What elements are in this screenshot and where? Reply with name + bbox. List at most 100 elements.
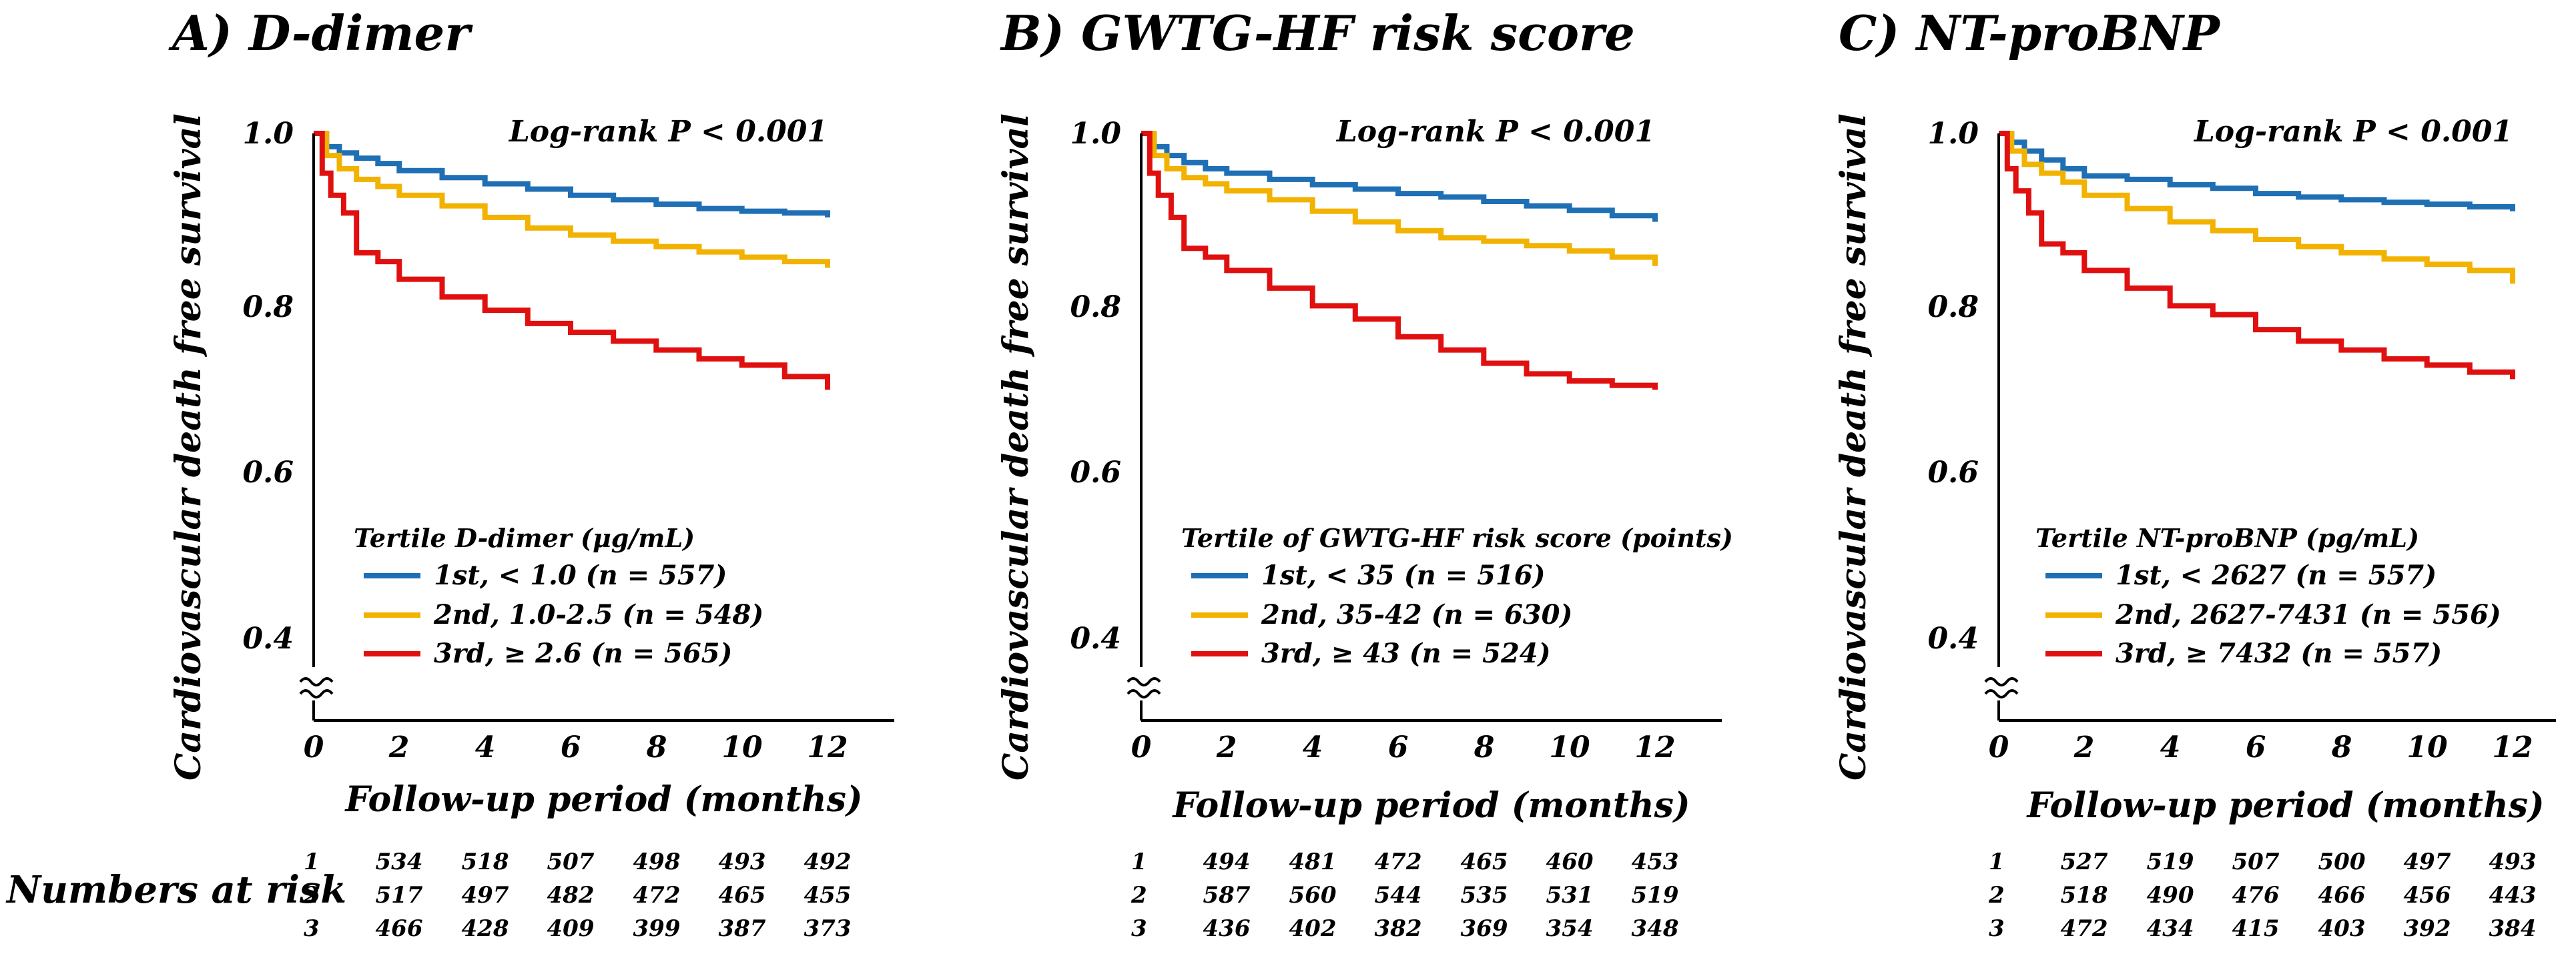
risk-count: 436 bbox=[1203, 915, 1251, 942]
risk-count: 466 bbox=[2318, 882, 2366, 909]
risk-count: 527 bbox=[2061, 849, 2108, 875]
risk-count: 519 bbox=[2147, 849, 2194, 875]
axes bbox=[1126, 133, 1722, 722]
y-tick-label: 1.0 bbox=[1927, 117, 1979, 151]
survival-curves bbox=[1999, 131, 2515, 380]
risk-count: 492 bbox=[804, 849, 852, 875]
risk-count: 472 bbox=[1375, 849, 1422, 875]
survival-curve bbox=[1999, 131, 2515, 380]
axis-break-icon bbox=[1984, 677, 2019, 698]
risk-row-label: 2 bbox=[1131, 882, 1147, 909]
log-rank-pvalue: Log-rank P < 0.001 bbox=[1335, 115, 1655, 149]
risk-count: 373 bbox=[804, 915, 852, 942]
risk-count: 387 bbox=[719, 915, 766, 942]
x-tick-label: 2 bbox=[1216, 731, 1237, 765]
x-tick-label: 8 bbox=[2331, 731, 2352, 765]
risk-count: 409 bbox=[547, 915, 595, 942]
risk-count: 382 bbox=[1375, 915, 1422, 942]
x-tick-label: 6 bbox=[561, 731, 581, 765]
survival-curve bbox=[1141, 131, 1658, 390]
y-tick-label: 0.4 bbox=[242, 622, 294, 656]
risk-count: 472 bbox=[2061, 915, 2108, 942]
log-rank-pvalue: Log-rank P < 0.001 bbox=[508, 115, 828, 149]
y-tick-label: 0.6 bbox=[242, 456, 294, 490]
risk-row-label: 2 bbox=[1988, 882, 2005, 909]
risk-count: 481 bbox=[1289, 849, 1337, 875]
y-axis-label: Cardiovascular death free survival bbox=[996, 113, 1036, 781]
axis-break-icon bbox=[1126, 677, 1161, 698]
x-tick-label: 4 bbox=[1303, 731, 1323, 765]
risk-row-label: 1 bbox=[304, 849, 320, 875]
x-tick-labels: 0 2 4 6 8 10 12 bbox=[1131, 731, 1676, 765]
risk-count: 500 bbox=[2318, 849, 2366, 875]
risk-count: 518 bbox=[2061, 882, 2108, 909]
risk-count: 560 bbox=[1289, 882, 1337, 909]
risk-count: 399 bbox=[633, 915, 681, 942]
risk-count: 354 bbox=[1546, 915, 1594, 942]
risk-count: 456 bbox=[2404, 882, 2451, 909]
legend-title: Tertile of GWTG-HF risk score (points) bbox=[1181, 523, 1733, 553]
panel-title: A) D-dimer bbox=[168, 5, 473, 61]
risk-count: 476 bbox=[2232, 882, 2280, 909]
risk-count: 465 bbox=[1461, 849, 1508, 875]
x-tick-labels: 0 2 4 6 8 10 12 bbox=[304, 731, 848, 765]
x-tick-label: 12 bbox=[2492, 731, 2533, 765]
y-tick-label: 0.6 bbox=[1070, 456, 1121, 490]
x-tick-label: 6 bbox=[2246, 731, 2266, 765]
survival-curve bbox=[1141, 131, 1658, 266]
survival-curves bbox=[1141, 131, 1658, 390]
risk-table: 1 494 481 472 465 460 453 2 587 560 544 … bbox=[1131, 849, 1678, 942]
risk-table: 1 527 519 507 500 497 493 2 518 490 476 … bbox=[1988, 849, 2536, 942]
y-tick-label: 0.8 bbox=[1070, 290, 1121, 324]
axes bbox=[1984, 133, 2556, 722]
risk-count: 535 bbox=[1461, 882, 1508, 909]
risk-count: 392 bbox=[2404, 915, 2451, 942]
risk-count: 348 bbox=[1632, 915, 1679, 942]
risk-count: 544 bbox=[1375, 882, 1422, 909]
risk-count: 384 bbox=[2489, 915, 2537, 942]
risk-count: 519 bbox=[1632, 882, 1679, 909]
risk-count: 428 bbox=[462, 915, 509, 942]
x-tick-label: 0 bbox=[1131, 731, 1152, 765]
risk-count: 443 bbox=[2489, 882, 2537, 909]
x-tick-label: 4 bbox=[475, 731, 496, 765]
legend-entry: 2nd, 2627-7431 (n = 556) bbox=[2115, 599, 2501, 630]
risk-count: 517 bbox=[376, 882, 423, 909]
panel-title: C) NT-proBNP bbox=[1839, 5, 2221, 61]
risk-row-label: 3 bbox=[1989, 915, 2005, 942]
survival-curve bbox=[1141, 131, 1658, 222]
y-tick-label: 0.8 bbox=[242, 290, 294, 324]
y-axis-label: Cardiovascular death free survival bbox=[168, 113, 209, 781]
risk-count: 494 bbox=[1203, 849, 1251, 875]
risk-count: 403 bbox=[2318, 915, 2366, 942]
risk-table-label: Numbers at risk bbox=[5, 868, 346, 912]
log-rank-pvalue: Log-rank P < 0.001 bbox=[2193, 115, 2513, 149]
survival-curve bbox=[314, 131, 830, 390]
risk-row-label: 2 bbox=[303, 882, 320, 909]
legend: Tertile D-dimer (μg/mL) 1st, < 1.0 (n = … bbox=[354, 523, 763, 669]
risk-count: 493 bbox=[719, 849, 766, 875]
x-tick-label: 0 bbox=[1989, 731, 2009, 765]
risk-count: 497 bbox=[462, 882, 509, 909]
risk-row-label: 1 bbox=[1131, 849, 1147, 875]
legend: Tertile of GWTG-HF risk score (points) 1… bbox=[1181, 523, 1733, 669]
x-tick-label: 10 bbox=[1549, 731, 1590, 765]
x-tick-label: 12 bbox=[1634, 731, 1675, 765]
x-tick-label: 12 bbox=[807, 731, 848, 765]
legend-entry: 2nd, 35-42 (n = 630) bbox=[1261, 599, 1572, 630]
y-tick-label: 1.0 bbox=[1070, 117, 1121, 151]
survival-curve bbox=[314, 131, 830, 217]
y-axis-label: Cardiovascular death free survival bbox=[1833, 113, 1874, 781]
legend-entry: 1st, < 35 (n = 516) bbox=[1261, 560, 1546, 591]
risk-count: 482 bbox=[547, 882, 595, 909]
panel-b: B) GWTG-HF risk score Log-rank P < 0.001… bbox=[996, 5, 1733, 942]
risk-count: 531 bbox=[1546, 882, 1594, 909]
risk-count: 466 bbox=[376, 915, 423, 942]
x-tick-label: 8 bbox=[1474, 731, 1495, 765]
risk-count: 415 bbox=[2232, 915, 2280, 942]
risk-count: 493 bbox=[2489, 849, 2537, 875]
risk-count: 490 bbox=[2147, 882, 2194, 909]
y-tick-labels: 1.0 0.8 0.6 0.4 bbox=[1070, 117, 1121, 656]
y-tick-label: 0.4 bbox=[1927, 622, 1979, 656]
